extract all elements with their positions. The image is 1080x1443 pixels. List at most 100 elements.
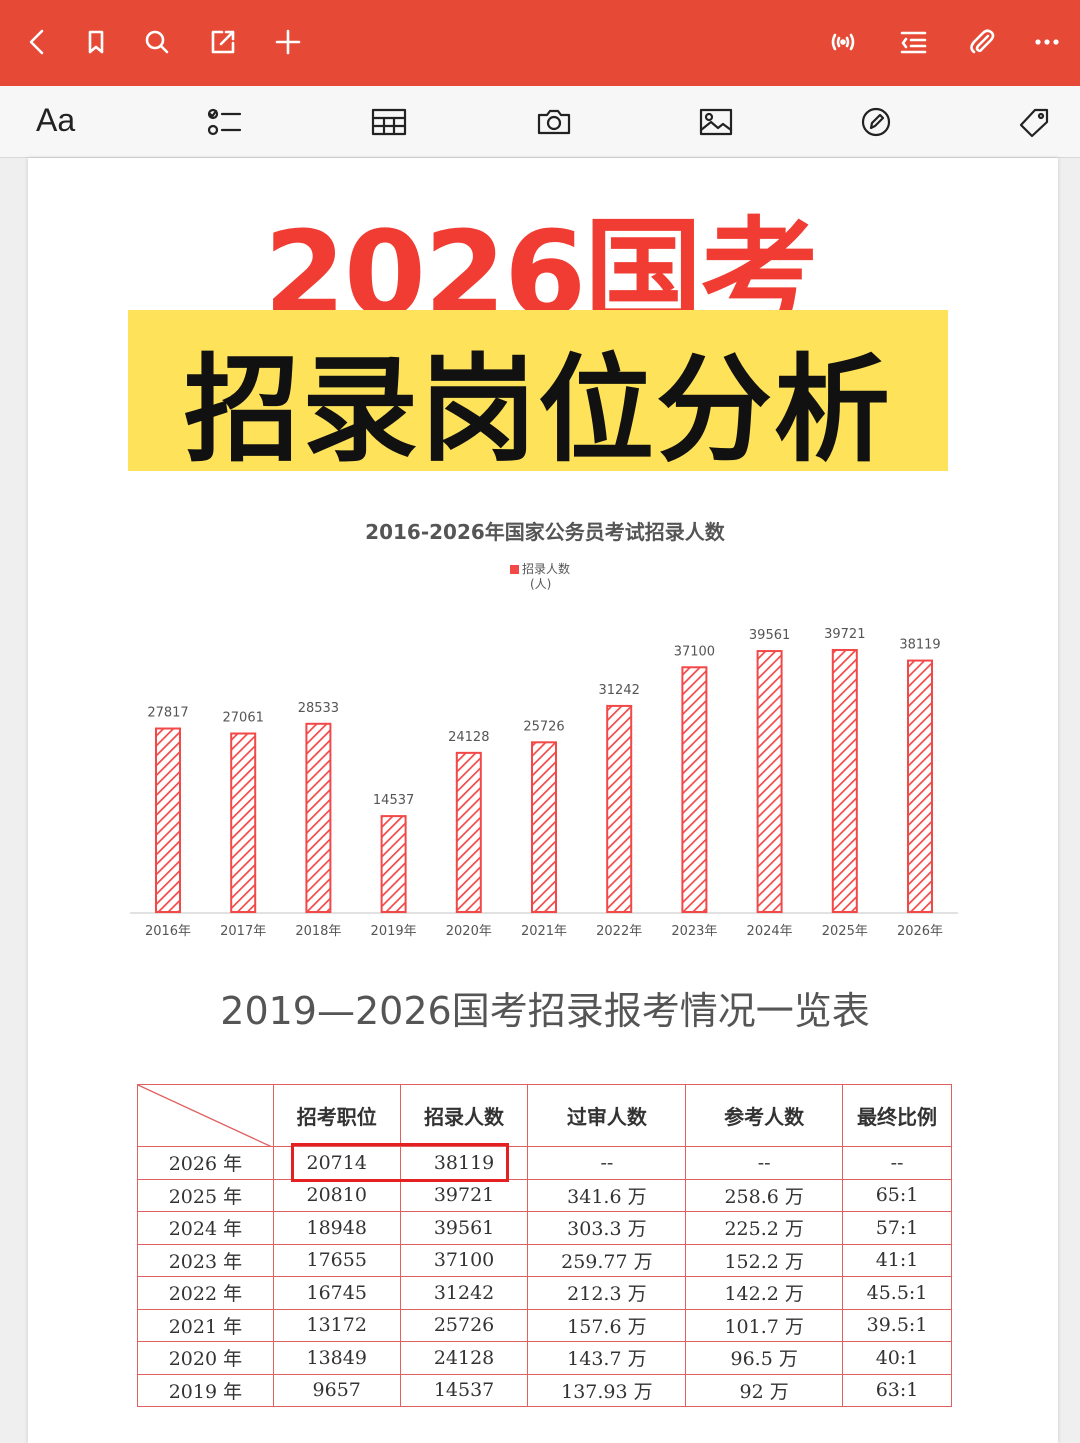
- table-row: 2019 年 9657 14537 137.93 万 92 万 63:1: [137, 1373, 952, 1407]
- x-tick-label-2024年: 2024年: [747, 924, 793, 939]
- table-cell: 341.6 万: [527, 1178, 687, 1212]
- tag-icon[interactable]: [1012, 102, 1056, 142]
- bookmark-icon[interactable]: [76, 22, 116, 62]
- table-cell: 157.6 万: [527, 1308, 687, 1342]
- table-row: 2024 年 18948 39561 303.3 万 225.2 万 57:1: [137, 1211, 952, 1245]
- table-cell: 92 万: [685, 1373, 844, 1407]
- row-year-cell: 2021 年: [137, 1308, 274, 1342]
- table-cell: 65:1: [842, 1178, 952, 1212]
- data-label-2021年: 25726: [523, 719, 564, 734]
- row-year-cell: 2025 年: [137, 1178, 274, 1212]
- table-row: 2021 年 13172 25726 157.6 万 101.7 万 39.5:1: [137, 1308, 952, 1342]
- data-label-2026年: 38119: [899, 638, 940, 653]
- table-cell: 40:1: [842, 1341, 952, 1375]
- more-icon[interactable]: [1027, 22, 1067, 62]
- bar-2024年: [756, 650, 783, 913]
- table-row: 2020 年 13849 24128 143.7 万 96.5 万 40:1: [137, 1341, 952, 1375]
- top-app-bar: [0, 0, 1080, 86]
- header-examinees: 参考人数: [685, 1084, 844, 1147]
- row-year-cell: 2026 年: [137, 1146, 274, 1180]
- camera-icon[interactable]: [532, 102, 576, 142]
- search-icon[interactable]: [137, 22, 177, 62]
- indent-icon[interactable]: [893, 22, 933, 62]
- table-cell: 142.2 万: [685, 1276, 844, 1310]
- x-tick-label-2017年: 2017年: [220, 924, 266, 939]
- data-label-2017年: 27061: [223, 711, 264, 726]
- table-cell: 24128: [399, 1341, 529, 1375]
- legend-swatch: [510, 565, 519, 574]
- bar-2017年: [230, 732, 257, 913]
- table-cell: 39.5:1: [842, 1308, 952, 1342]
- x-tick-label-2026年: 2026年: [897, 924, 943, 939]
- table-cell: 37100: [399, 1243, 529, 1277]
- table-cell: 9657: [272, 1373, 401, 1407]
- x-tick-label-2023年: 2023年: [671, 924, 717, 939]
- table-row: 2022 年 16745 31242 212.3 万 142.2 万 45.5:1: [137, 1276, 952, 1310]
- table-cell: 143.7 万: [527, 1341, 687, 1375]
- edit-icon[interactable]: [203, 22, 243, 62]
- table-cell: 41:1: [842, 1243, 952, 1277]
- x-tick-label-2019年: 2019年: [371, 924, 417, 939]
- table-cell: 137.93 万: [527, 1373, 687, 1407]
- table-cell: 20714: [272, 1146, 401, 1180]
- table-title: 2019—2026国考招录报考情况一览表: [220, 989, 870, 1033]
- header-ratio: 最终比例: [842, 1084, 952, 1147]
- broadcast-icon[interactable]: [823, 22, 863, 62]
- back-icon[interactable]: [18, 22, 58, 62]
- table-cell: 212.3 万: [527, 1276, 687, 1310]
- header-recruits: 招录人数: [399, 1084, 529, 1147]
- chart-unit: (人): [530, 577, 552, 591]
- table-cell: 25726: [399, 1308, 529, 1342]
- bar-2025年: [831, 649, 858, 913]
- chart-legend: 招录人数: [510, 560, 570, 577]
- table-cell: 45.5:1: [842, 1276, 952, 1310]
- table-cell: 258.6 万: [685, 1178, 844, 1212]
- table-cell: 152.2 万: [685, 1243, 844, 1277]
- table-icon[interactable]: [367, 102, 411, 142]
- bar-2016年: [155, 727, 181, 913]
- table-cell: 31242: [399, 1276, 529, 1310]
- image-icon[interactable]: [694, 102, 738, 142]
- table-cell: --: [527, 1146, 687, 1180]
- font-style-button[interactable]: Aa: [36, 102, 76, 138]
- bar-2018年: [305, 722, 332, 914]
- headline-highlight: [128, 310, 948, 471]
- x-tick-label-2020年: 2020年: [446, 924, 492, 939]
- bar-2022年: [606, 704, 633, 913]
- table-cell: 13172: [272, 1308, 401, 1342]
- table-header-row: 招考职位 招录人数 过审人数 参考人数 最终比例: [137, 1084, 952, 1147]
- diagonal-line: [138, 1085, 272, 1147]
- table-cell: 259.77 万: [527, 1243, 687, 1277]
- checklist-icon[interactable]: [202, 102, 246, 142]
- x-tick-label-2025年: 2025年: [822, 924, 868, 939]
- headline-subtitle: 招录岗位分析: [184, 343, 892, 478]
- table-cell: 20810: [272, 1178, 401, 1212]
- table-cell: 13849: [272, 1341, 401, 1375]
- recruitment-table: 招考职位 招录人数 过审人数 参考人数 最终比例 2026 年 20714 3811…: [137, 1084, 952, 1407]
- table-cell: 57:1: [842, 1211, 952, 1245]
- bar-2019年: [380, 815, 407, 913]
- legend-label: 招录人数: [522, 562, 571, 576]
- table-cell: 39721: [399, 1178, 529, 1212]
- data-label-2019年: 14537: [373, 793, 414, 808]
- highlight-box-2026: [291, 1143, 509, 1182]
- table-cell: 14537: [399, 1373, 529, 1407]
- table-cell: 96.5 万: [685, 1341, 844, 1375]
- x-tick-label-2021年: 2021年: [521, 924, 567, 939]
- table-cell: --: [842, 1146, 952, 1180]
- attachment-icon[interactable]: [962, 22, 1002, 62]
- table-cell: 101.7 万: [685, 1308, 844, 1342]
- pen-icon[interactable]: [854, 102, 898, 142]
- plus-icon[interactable]: [268, 22, 308, 62]
- data-label-2018年: 28533: [298, 701, 339, 716]
- row-year-cell: 2022 年: [137, 1276, 274, 1310]
- data-label-2023年: 37100: [674, 644, 715, 659]
- chart-title: 2016-2026年国家公务员考试招录人数: [365, 520, 725, 544]
- table-cell: --: [685, 1146, 844, 1180]
- table-cell: 16745: [272, 1276, 401, 1310]
- bar-2020年: [455, 751, 482, 914]
- table-row: 2025 年 20810 39721 341.6 万 258.6 万 65:1: [137, 1178, 952, 1212]
- table-cell: 17655: [272, 1243, 401, 1277]
- row-year-cell: 2019 年: [137, 1373, 274, 1407]
